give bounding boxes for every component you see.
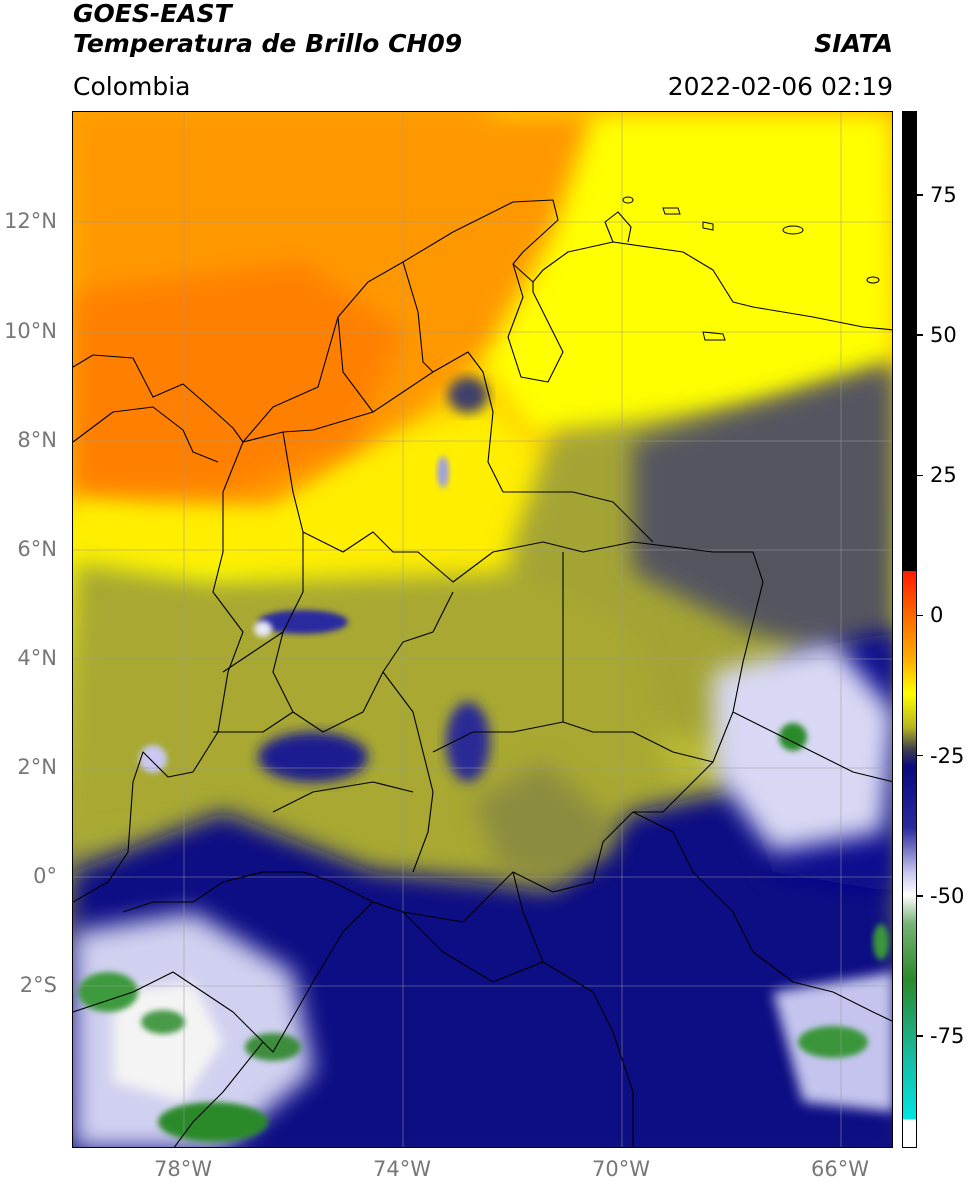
- colorbar-tick-label: -50: [930, 883, 965, 908]
- cloud-field: [73, 112, 892, 1147]
- islands: [622, 196, 880, 341]
- colorbar-tick-mark: [917, 895, 923, 897]
- lat-label-6n: 6°N: [17, 537, 57, 561]
- colorbar-tick-mark: [917, 334, 923, 336]
- colorbar-tick-label: 50: [930, 323, 957, 348]
- colorbar-tick-mark: [917, 614, 923, 617]
- region-label: Colombia: [73, 72, 191, 101]
- colorbar-tick-mark: [917, 474, 923, 477]
- title-satellite: GOES-EAST: [73, 0, 232, 28]
- colorbar-tick-label: 75: [930, 183, 957, 208]
- colorbar-tick-mark: [917, 1035, 923, 1037]
- lon-label-66w: 66°W: [811, 1157, 869, 1181]
- colorbar-tick-label: -25: [930, 743, 965, 768]
- lat-label-10n: 10°N: [4, 319, 57, 343]
- lat-label-0: 0°: [33, 864, 57, 888]
- temperature-colorbar: [902, 111, 917, 1148]
- brand-label: SIATA: [814, 29, 893, 58]
- title-product: Temperatura de Brillo CH09: [73, 29, 463, 58]
- colorbar-tick-label: -75: [930, 1023, 965, 1048]
- satellite-map: [72, 111, 893, 1148]
- lat-label-2s: 2°S: [19, 973, 57, 997]
- colorbar-tick-label: 25: [930, 463, 957, 488]
- coastlines-and-borders: [73, 199, 892, 1147]
- lon-label-78w: 78°W: [154, 1157, 212, 1181]
- graticule: [73, 112, 892, 1147]
- lat-label-4n: 4°N: [17, 646, 57, 670]
- lat-label-12n: 12°N: [4, 209, 57, 233]
- lon-label-74w: 74°W: [373, 1157, 431, 1181]
- colorbar-tick-label: 0: [930, 603, 944, 628]
- lon-label-70w: 70°W: [592, 1157, 650, 1181]
- lat-label-2n: 2°N: [17, 755, 57, 779]
- map-canvas: [73, 112, 892, 1147]
- colorbar-tick-mark: [917, 194, 923, 196]
- lat-label-8n: 8°N: [17, 428, 57, 452]
- timestamp-label: 2022-02-06 02:19: [667, 72, 893, 101]
- colorbar-tick-mark: [917, 754, 923, 757]
